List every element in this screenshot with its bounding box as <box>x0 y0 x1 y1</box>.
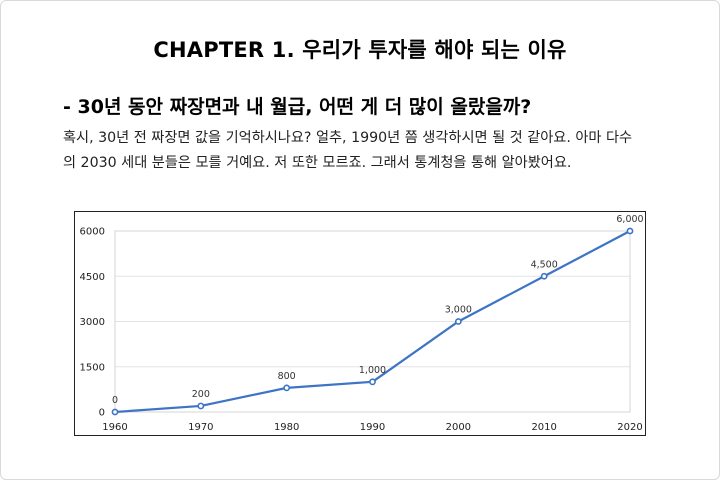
data-point <box>626 227 634 235</box>
x-tick-label: 2020 <box>617 422 642 433</box>
y-tick-label: 1500 <box>80 362 105 373</box>
x-axis-ticks: 1960 1970 1980 1990 2000 2010 2020 <box>102 422 642 433</box>
data-point <box>540 272 548 280</box>
y-axis-ticks: 0 1500 3000 4500 6000 <box>80 227 105 419</box>
y-tick-label: 3000 <box>80 317 105 328</box>
x-tick-label: 1970 <box>188 422 213 433</box>
plot-area-border <box>114 230 631 413</box>
x-tick-label: 1980 <box>274 422 299 433</box>
data-point <box>454 318 462 325</box>
data-labels: 0 200 800 1,000 3,000 4,500 6,000 <box>112 214 644 406</box>
paragraph-line-2: 의 2030 세대 분들은 모를 거예요. 저 또한 모르죠. 그래서 통계청을… <box>63 155 572 171</box>
data-label: 200 <box>192 389 210 400</box>
plot-area <box>114 230 631 413</box>
series-points <box>111 227 634 416</box>
data-label: 1,000 <box>359 365 386 376</box>
data-point <box>369 378 376 386</box>
paragraph-line-1: 혹시, 30년 전 짜장면 값을 기억하시나요? 얼추, 1990년 쯤 생각하… <box>63 130 633 146</box>
x-tick-label: 2000 <box>446 422 471 433</box>
y-tick-label: 4500 <box>80 272 105 283</box>
data-label: 3,000 <box>445 305 472 316</box>
data-label: 800 <box>278 371 296 382</box>
section-subtitle: - 30년 동안 짜장면과 내 월급, 어떤 게 더 많이 올랐을까? <box>63 96 532 118</box>
page-title: CHAPTER 1. 우리가 투자를 해야 되는 이유 <box>153 38 567 62</box>
data-point <box>283 384 291 392</box>
x-tick-label: 2010 <box>531 422 556 433</box>
data-label: 0 <box>112 395 118 406</box>
y-tick-label: 0 <box>99 408 105 419</box>
x-tick-label: 1960 <box>102 422 127 433</box>
data-point <box>197 402 205 410</box>
x-tick-label: 1990 <box>360 422 385 433</box>
data-label: 6,000 <box>616 214 643 225</box>
chart-frame <box>74 211 646 436</box>
data-point <box>111 408 119 416</box>
body-paragraph: 혹시, 30년 전 짜장면 값을 기억하시나요? 얼추, 1990년 쯤 생각하… <box>63 126 663 176</box>
chart-gridlines <box>115 230 630 368</box>
data-label: 4,500 <box>531 259 558 270</box>
y-tick-label: 6000 <box>80 227 105 238</box>
